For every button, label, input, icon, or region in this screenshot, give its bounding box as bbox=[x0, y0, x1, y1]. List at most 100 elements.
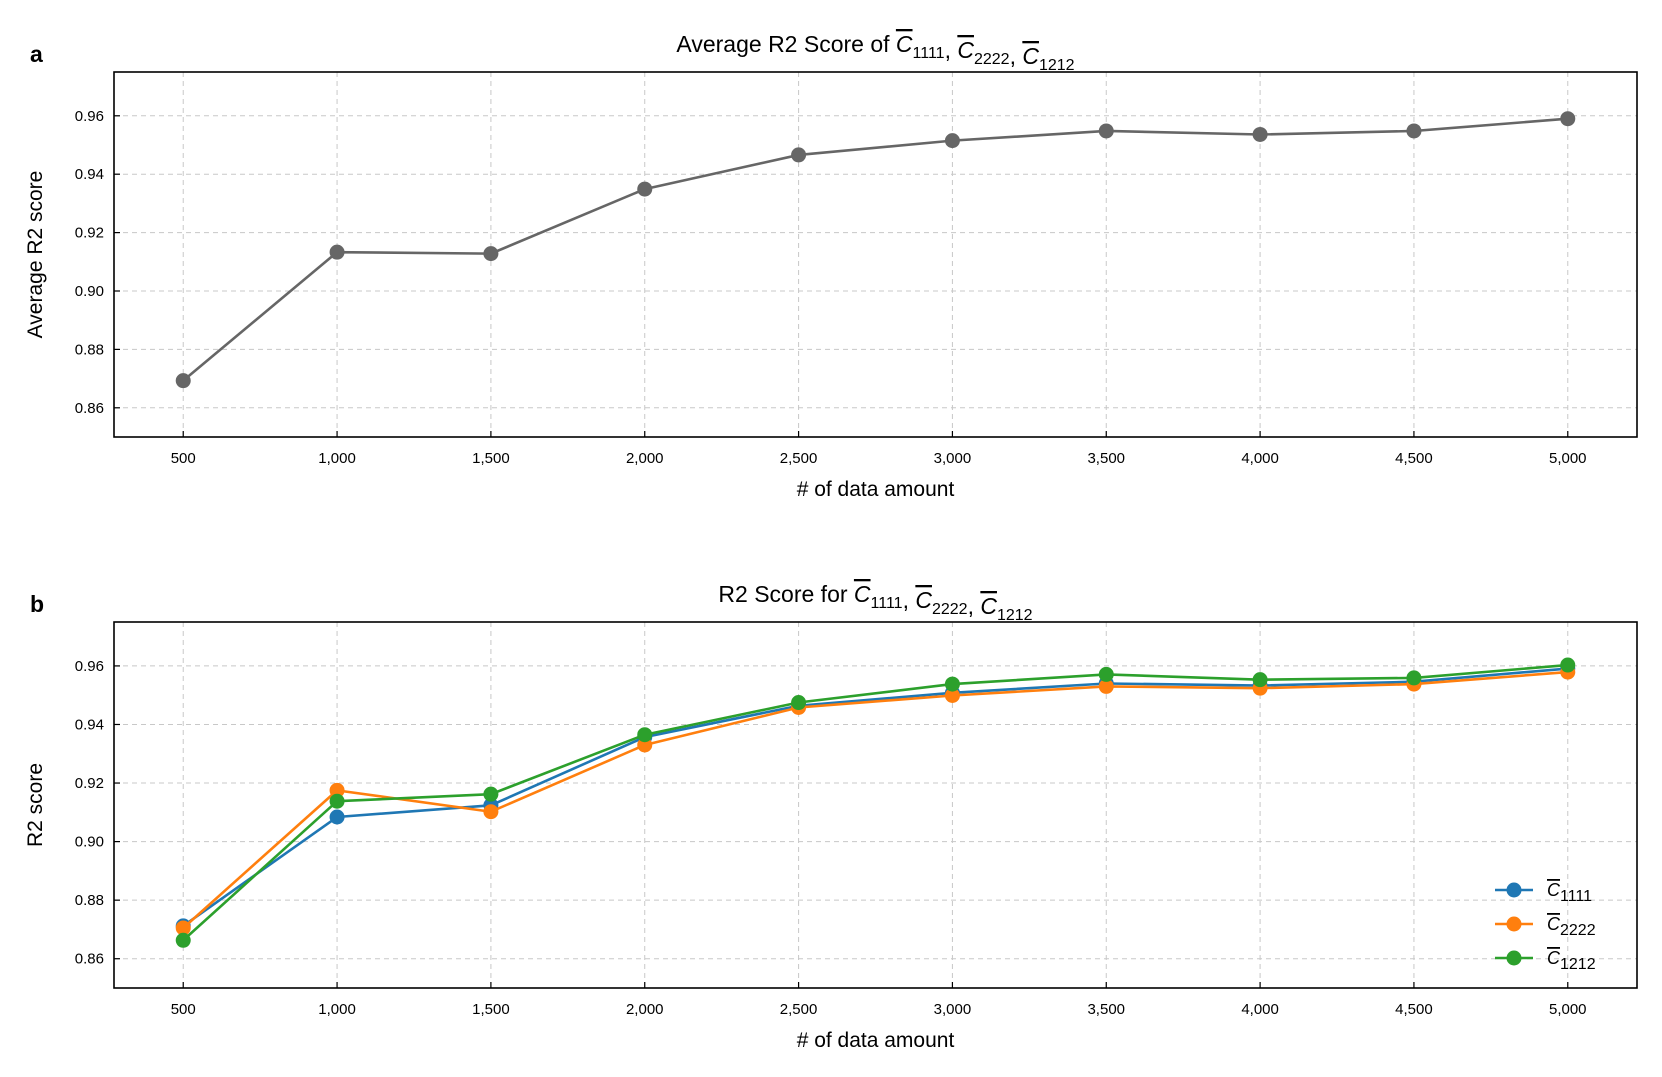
series-line-C1212 bbox=[182, 663, 1568, 942]
legend-marker-C2222 bbox=[1506, 916, 1522, 932]
data-point-C1212 bbox=[175, 932, 191, 948]
data-point-C1212 bbox=[637, 727, 653, 743]
x-tick-label: 2,000 bbox=[626, 1001, 664, 1018]
data-point-C2222 bbox=[1098, 678, 1114, 694]
x-tick-label: 500 bbox=[171, 450, 196, 467]
y-tick-label: 0.86 bbox=[75, 400, 104, 417]
x-axis-label: # of data amount bbox=[797, 1029, 955, 1052]
x-tick-label: 2,000 bbox=[626, 450, 664, 467]
title-separator: , bbox=[903, 587, 916, 613]
x-tick-label: 4,000 bbox=[1241, 450, 1279, 467]
legend-term-subscript: 1111 bbox=[1560, 888, 1592, 905]
panel-b: 500 1,000 1,500 2,000 2,500 3,000 3,500 4,000 4,… bbox=[24, 581, 1638, 1052]
x-tick-label: 4,000 bbox=[1241, 1001, 1279, 1018]
data-point-C1212 bbox=[944, 676, 960, 692]
data-point-Average bbox=[791, 147, 807, 163]
panel-label: a bbox=[30, 41, 43, 67]
x-tick-label: 2,500 bbox=[780, 450, 818, 467]
title-term-symbol: C bbox=[896, 31, 913, 57]
data-point-Average bbox=[944, 133, 960, 149]
title-prefix: R2 Score for bbox=[718, 581, 854, 607]
data-point-C1212 bbox=[791, 695, 807, 711]
data-point-Average bbox=[1406, 123, 1422, 139]
series-line-C2222 bbox=[182, 670, 1568, 929]
legend-term-subscript: 2222 bbox=[1560, 922, 1596, 939]
legend-label-C1212: C1212 bbox=[1547, 948, 1596, 973]
x-tick-label: 3,000 bbox=[934, 1001, 972, 1018]
title-term-subscript: 1111 bbox=[913, 45, 945, 62]
chart-title: R2 Score for C1111, C2222, C1212 bbox=[718, 581, 1032, 624]
y-tick-label: 0.88 bbox=[75, 892, 104, 909]
data-point-C2222 bbox=[944, 687, 960, 703]
series-line-Average bbox=[182, 117, 1568, 382]
title-term-symbol: C bbox=[957, 37, 974, 63]
x-tick-label: 4,500 bbox=[1395, 1001, 1433, 1018]
title-separator: , bbox=[945, 37, 958, 63]
y-axis-label: Average R2 score bbox=[24, 171, 47, 339]
y-tick-label: 0.94 bbox=[75, 166, 104, 183]
title-term-subscript: 1212 bbox=[1039, 57, 1075, 74]
x-tick-label: 3,000 bbox=[934, 450, 972, 467]
y-tick-label: 0.96 bbox=[75, 108, 104, 125]
legend-marker-C1212 bbox=[1506, 950, 1522, 966]
data-point-C2222 bbox=[637, 737, 653, 753]
y-tick-label: 0.92 bbox=[75, 775, 104, 792]
y-tick-label: 0.96 bbox=[75, 658, 104, 675]
y-tick-label: 0.88 bbox=[75, 341, 104, 358]
x-tick-label: 1,000 bbox=[318, 450, 356, 467]
legend-marker-C1111 bbox=[1506, 882, 1522, 898]
data-point-C1212 bbox=[1252, 672, 1268, 688]
title-term-symbol: C bbox=[915, 587, 932, 613]
y-tick-label: 0.92 bbox=[75, 225, 104, 242]
legend-label-C2222: C2222 bbox=[1547, 914, 1596, 939]
data-point-C2222 bbox=[175, 920, 191, 936]
y-tick-label: 0.94 bbox=[75, 716, 104, 733]
x-tick-label: 5,000 bbox=[1549, 1001, 1587, 1018]
data-point-Average bbox=[329, 244, 345, 260]
title-term-symbol: C bbox=[1022, 43, 1039, 69]
x-tick-label: 1,500 bbox=[472, 1001, 510, 1018]
y-tick-label: 0.90 bbox=[75, 283, 104, 300]
data-point-Average bbox=[1098, 123, 1114, 139]
data-point-Average bbox=[175, 373, 191, 389]
data-point-C1212 bbox=[1560, 657, 1576, 673]
x-tick-label: 1,500 bbox=[472, 450, 510, 467]
title-term-symbol: C bbox=[854, 581, 871, 607]
x-tick-label: 500 bbox=[171, 1001, 196, 1018]
data-point-Average bbox=[1560, 111, 1576, 127]
chart-title: Average R2 Score of C1111, C2222, C1212 bbox=[676, 31, 1074, 74]
plot-frame bbox=[113, 71, 1638, 438]
title-term-subscript: 2222 bbox=[932, 601, 968, 618]
x-tick-label: 4,500 bbox=[1395, 450, 1433, 467]
data-point-C2222 bbox=[329, 782, 345, 798]
title-term-subscript: 1212 bbox=[997, 607, 1033, 624]
legend-term-symbol: C bbox=[1547, 948, 1561, 968]
data-point-C1212 bbox=[1406, 670, 1422, 686]
x-tick-label: 1,000 bbox=[318, 1001, 356, 1018]
y-tick-label: 0.90 bbox=[75, 834, 104, 851]
title-separator: , bbox=[1010, 43, 1023, 69]
panel-a: 500 1,000 1,500 2,000 2,500 3,000 3,500 4,000 4,… bbox=[24, 31, 1638, 501]
legend-term-symbol: C bbox=[1547, 914, 1561, 934]
data-point-Average bbox=[483, 246, 499, 262]
series-line-C1111 bbox=[182, 667, 1568, 927]
title-term-symbol: C bbox=[980, 593, 997, 619]
panel-label: b bbox=[30, 591, 44, 617]
y-axis-label: R2 score bbox=[24, 763, 47, 847]
plot-frame bbox=[113, 621, 1638, 989]
legend-label-C1111: C1111 bbox=[1547, 880, 1592, 905]
title-prefix: Average R2 Score of bbox=[676, 31, 895, 57]
x-tick-label: 5,000 bbox=[1549, 450, 1587, 467]
title-separator: , bbox=[968, 593, 981, 619]
x-tick-label: 2,500 bbox=[780, 1001, 818, 1018]
x-tick-label: 3,500 bbox=[1087, 1001, 1125, 1018]
data-point-C1212 bbox=[1098, 666, 1114, 682]
legend-term-subscript: 1212 bbox=[1560, 956, 1596, 973]
x-tick-label: 3,500 bbox=[1087, 450, 1125, 467]
title-term-subscript: 2222 bbox=[974, 51, 1010, 68]
data-point-C1111 bbox=[329, 809, 345, 825]
data-point-C2222 bbox=[483, 804, 499, 820]
data-point-Average bbox=[1252, 126, 1268, 142]
